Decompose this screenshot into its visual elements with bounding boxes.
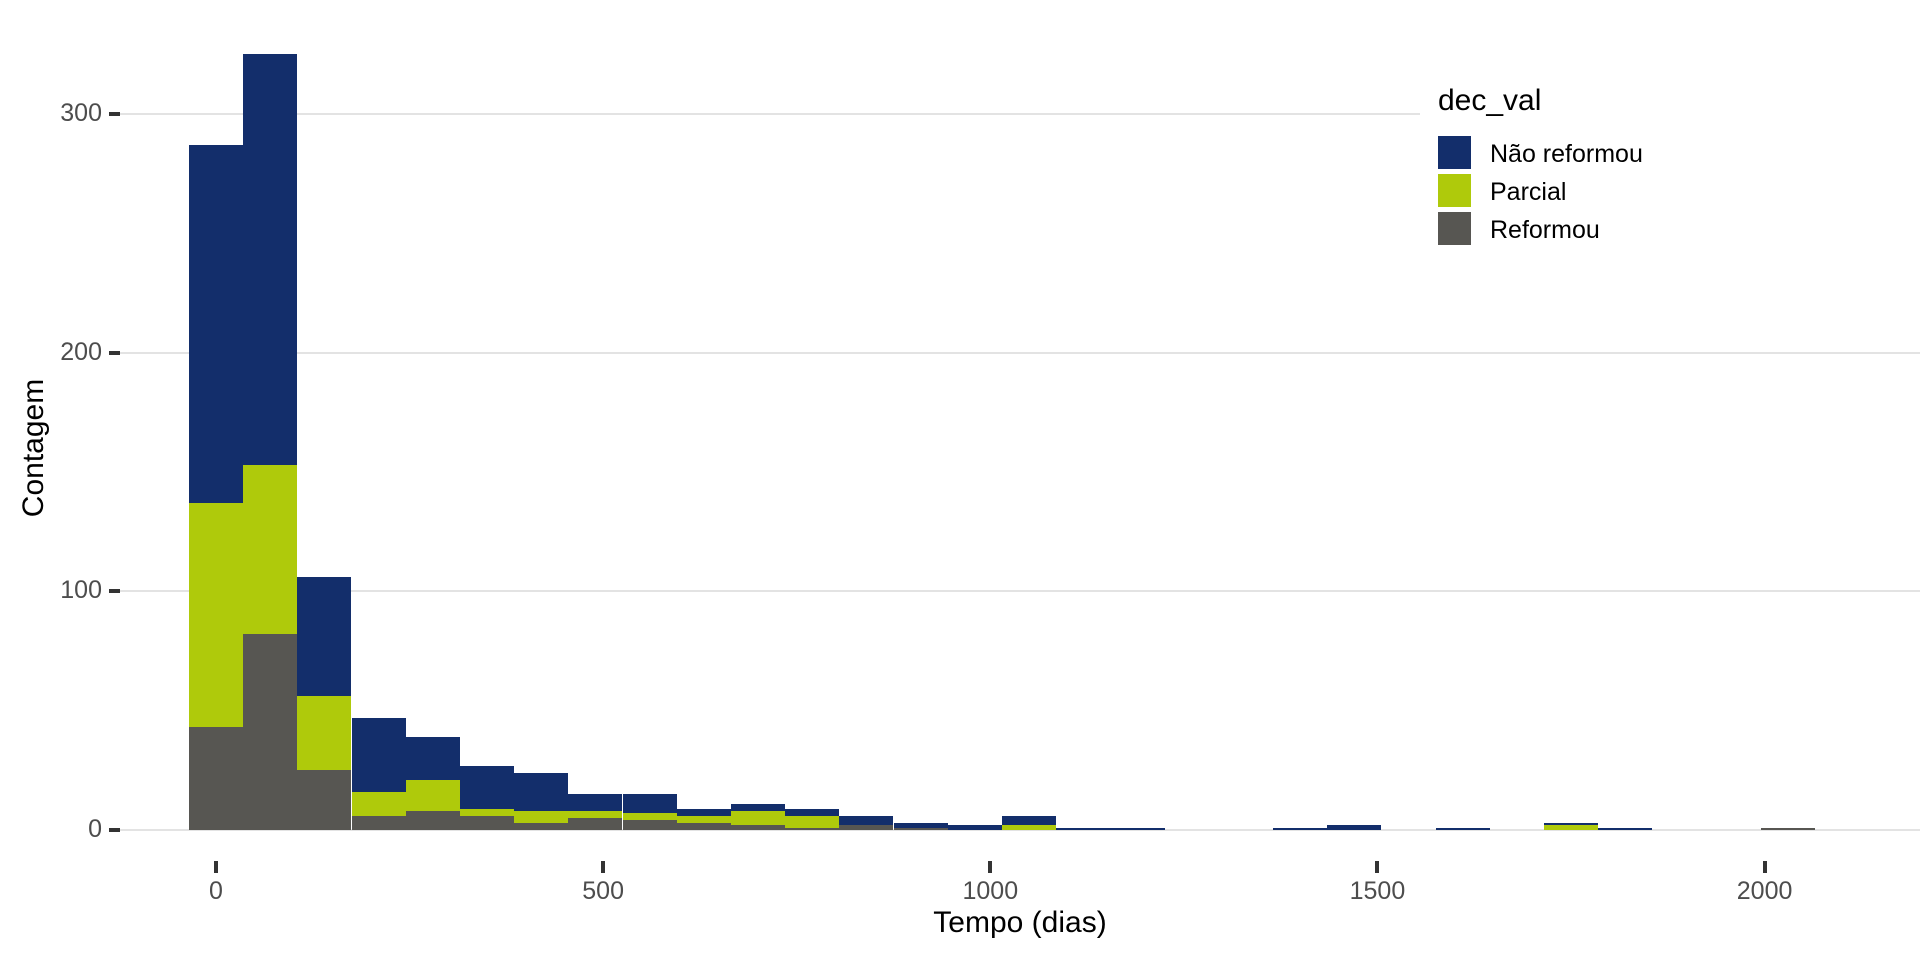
legend: dec_val Não reformou Parcial Reformou: [1420, 72, 1920, 262]
gridline-y-200: [120, 351, 1920, 354]
bar-840-Não reformou: [839, 815, 894, 826]
bar-1470-Não reformou: [1327, 825, 1382, 830]
bar-910-Não reformou: [893, 822, 948, 828]
bar-140-Reformou: [297, 770, 352, 830]
bar-910-Reformou: [893, 827, 948, 830]
bar-350-Reformou: [459, 815, 515, 830]
bar-0-Parcial: [188, 502, 244, 728]
y-tick-label-300: 300: [60, 98, 102, 127]
x-tick-label-0: 0: [209, 877, 223, 905]
bar-140-Não reformou: [297, 576, 352, 697]
bar-210-Parcial: [351, 791, 406, 816]
y-tick-mark-100: [109, 589, 120, 594]
bar-1750-Não reformou: [1543, 822, 1599, 826]
bar-770-Reformou: [785, 827, 840, 830]
bar-1820-Não reformou: [1598, 827, 1653, 830]
bar-1050-Não reformou: [1001, 815, 1057, 826]
legend-label-reformou: Reformou: [1490, 216, 1600, 244]
bar-2030-Reformou: [1760, 827, 1815, 830]
bar-630-Parcial: [676, 815, 731, 823]
legend-label-parcial: Parcial: [1490, 178, 1567, 206]
bar-560-Não reformou: [622, 794, 677, 814]
bar-1050-Parcial: [1001, 825, 1057, 830]
x-tick-mark-500: [601, 861, 606, 873]
y-tick-label-100: 100: [60, 576, 102, 605]
bar-420-Não reformou: [514, 772, 569, 811]
bar-210-Reformou: [351, 815, 406, 830]
y-tick-mark-300: [109, 111, 120, 116]
bar-490-Reformou: [568, 818, 623, 830]
bar-280-Parcial: [405, 779, 460, 811]
x-tick-mark-1500: [1375, 861, 1380, 873]
x-tick-label-1000: 1000: [962, 877, 1019, 905]
bar-1120-Não reformou: [1056, 827, 1111, 830]
bar-770-Não reformou: [785, 808, 840, 816]
legend-label-nao-reformou: Não reformou: [1490, 140, 1643, 168]
x-tick-mark-2000: [1762, 861, 1767, 873]
bar-420-Reformou: [514, 822, 569, 830]
bar-560-Parcial: [622, 813, 677, 821]
bar-1400-Não reformou: [1272, 827, 1328, 830]
bar-490-Parcial: [568, 810, 623, 819]
bar-700-Parcial: [730, 810, 786, 826]
bar-1190-Não reformou: [1110, 827, 1165, 830]
legend-swatch-nao-reformou: [1438, 136, 1471, 169]
bar-700-Reformou: [730, 825, 786, 830]
y-tick-mark-200: [109, 350, 120, 355]
y-tick-mark-0: [109, 828, 120, 832]
y-axis-title: Contagem: [17, 378, 50, 518]
gridline-y-100: [120, 590, 1920, 593]
x-tick-mark-1000: [988, 861, 993, 873]
bar-560-Reformou: [622, 820, 677, 830]
bar-770-Parcial: [785, 815, 840, 828]
bar-0-Não reformou: [188, 144, 244, 503]
bar-1610-Não reformou: [1435, 827, 1490, 830]
legend-title: dec_val: [1438, 84, 1542, 117]
bar-700-Não reformou: [730, 803, 786, 811]
bar-840-Reformou: [839, 825, 894, 830]
gridline-y-0: [120, 829, 1920, 831]
bar-630-Não reformou: [676, 808, 731, 816]
y-tick-label-0: 0: [88, 815, 102, 843]
bar-70-Parcial: [243, 464, 298, 635]
bar-280-Não reformou: [405, 736, 460, 780]
bar-490-Não reformou: [568, 794, 623, 811]
bar-980-Não reformou: [947, 825, 1002, 830]
bar-70-Reformou: [243, 634, 298, 830]
bar-630-Reformou: [676, 822, 731, 830]
bar-1750-Parcial: [1543, 825, 1599, 830]
x-tick-label-500: 500: [582, 877, 624, 905]
bar-280-Reformou: [405, 810, 460, 830]
bar-140-Parcial: [297, 696, 352, 771]
bar-210-Não reformou: [351, 717, 406, 792]
bar-420-Parcial: [514, 810, 569, 823]
bar-70-Não reformou: [243, 54, 298, 465]
x-tick-label-1500: 1500: [1349, 877, 1406, 905]
legend-swatch-reformou: [1438, 212, 1471, 245]
bar-350-Parcial: [459, 808, 515, 816]
bar-350-Não reformou: [459, 765, 515, 809]
gridline-y-300: [120, 112, 1920, 115]
x-tick-label-2000: 2000: [1736, 877, 1793, 905]
legend-swatch-parcial: [1438, 174, 1471, 207]
x-tick-mark-0: [214, 861, 218, 873]
x-axis-title: Tempo (dias): [933, 906, 1107, 939]
y-tick-label-200: 200: [60, 337, 102, 366]
bar-0-Reformou: [188, 727, 244, 830]
